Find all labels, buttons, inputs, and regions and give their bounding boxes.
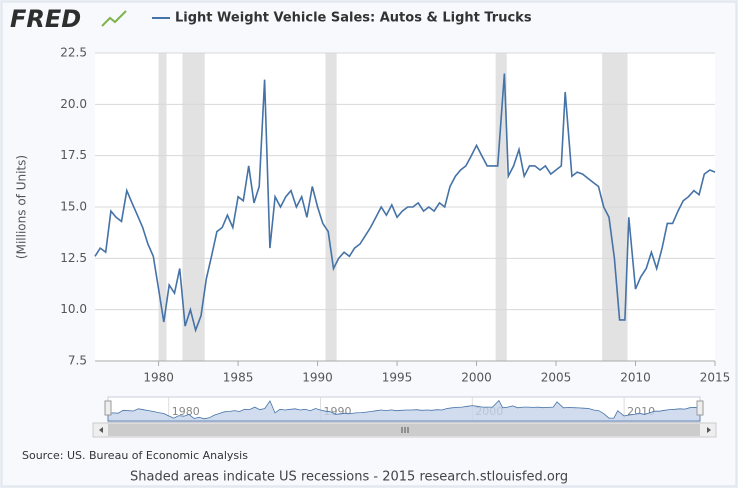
- y-tick-label: 7.5: [68, 354, 87, 368]
- x-tick-label: 2010: [620, 371, 651, 385]
- logo-icon: [101, 10, 127, 27]
- y-axis-label: (Millions of Units): [15, 155, 29, 259]
- y-tick-label: 15.0: [60, 200, 87, 214]
- y-tick-label: 10.0: [60, 302, 87, 316]
- footer: Shaded areas indicate US recessions - 20…: [130, 470, 568, 485]
- x-tick-label: 2000: [461, 371, 492, 385]
- scroll-left[interactable]: [99, 427, 103, 433]
- x-tick-label: 1995: [382, 371, 413, 385]
- logo: FRED: [10, 5, 81, 33]
- source: Source: US. Bureau of Economic Analysis: [22, 449, 248, 462]
- scroll-right[interactable]: [707, 427, 711, 433]
- navigator-area: [107, 399, 701, 422]
- y-tick-label: 20.0: [60, 97, 87, 111]
- x-tick-label: 1980: [143, 371, 174, 385]
- y-tick-label: 17.5: [60, 148, 87, 162]
- x-tick-label: 1985: [223, 371, 254, 385]
- series-line: [94, 73, 716, 333]
- y-tick-label: 22.5: [60, 46, 87, 60]
- navigator-handle[interactable]: [104, 400, 112, 416]
- x-tick-label: 2005: [541, 371, 572, 385]
- scrollbar-thumb[interactable]: [108, 424, 700, 436]
- y-tick-label: 12.5: [60, 251, 87, 265]
- x-tick-label: 2015: [700, 371, 731, 385]
- navigator-tick-label: 1980: [172, 405, 200, 418]
- chart-title: Light Weight Vehicle Sales: Autos & Ligh…: [175, 11, 532, 26]
- x-tick-label: 1990: [302, 371, 333, 385]
- scrollbar-grip: [401, 427, 409, 433]
- navigator-handle[interactable]: [696, 400, 704, 416]
